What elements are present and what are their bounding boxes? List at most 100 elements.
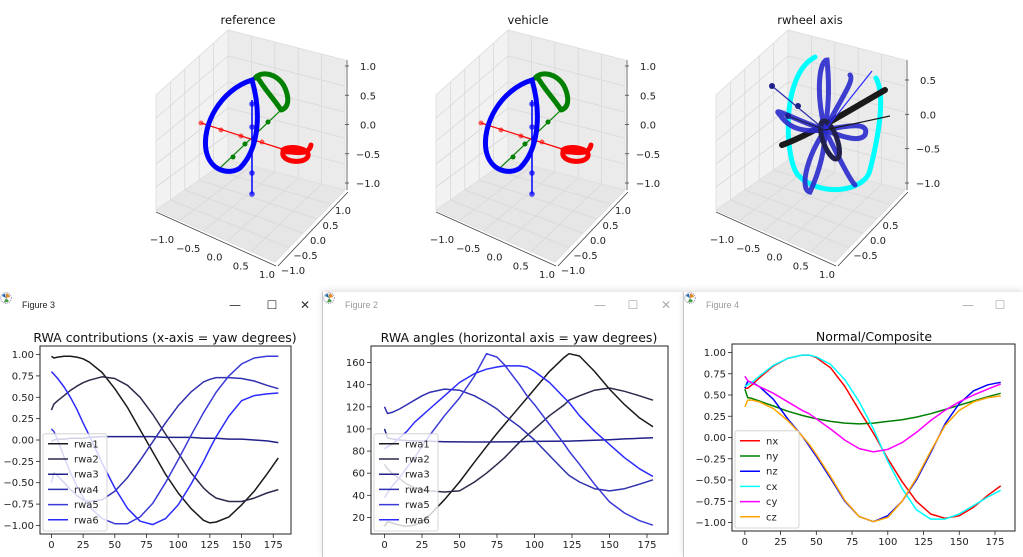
- legend-label: rwa5: [74, 500, 99, 511]
- grid-line: [715, 81, 789, 142]
- x-tick-label: 1.0: [259, 270, 275, 281]
- window-title: Figure 2: [345, 300, 379, 310]
- y-tick-label: 0.5: [883, 221, 899, 232]
- red-marker: [539, 139, 545, 145]
- rw-marker: [785, 113, 791, 119]
- blue-trajectory: [202, 76, 260, 174]
- series-line-rwa6: [384, 365, 654, 478]
- x-tick-label: 1.0: [819, 270, 835, 281]
- green-trajectory: [531, 71, 571, 113]
- grid-line: [530, 183, 602, 252]
- grid-line: [435, 133, 509, 188]
- series-line-rwa2: [50, 376, 279, 503]
- figure-4-window[interactable]: Figure 4 — ☐ Normal/Composite 0 25 50 75 100 1…: [683, 292, 1023, 557]
- minimize-button[interactable]: —: [594, 298, 606, 312]
- grid-line: [155, 55, 229, 119]
- y-tick-label: 0.50: [704, 391, 726, 402]
- minimize-button[interactable]: —: [962, 298, 974, 312]
- legend-label: rwa4: [74, 485, 99, 496]
- figure-3-window[interactable]: Figure 3 — ☐ ✕ RWA contributions (x-axis…: [0, 292, 322, 557]
- blue-marker: [249, 170, 255, 176]
- legend-label: nz: [766, 467, 778, 478]
- rw-axis-line: [787, 115, 826, 131]
- figure-2-window[interactable]: Figure 2 — ☐ ✕ RWA angles (horizontal ax…: [322, 292, 683, 557]
- z-tick-label: 0.0: [640, 121, 656, 132]
- blue-marker: [249, 101, 255, 107]
- grid-line: [507, 107, 626, 139]
- legend-label: rwa6: [74, 515, 99, 526]
- rw-axis-line: [824, 70, 873, 131]
- grid-line: [479, 179, 598, 220]
- maximize-button[interactable]: ☐: [266, 298, 278, 312]
- y-tick-label: 120: [346, 402, 365, 413]
- close-button[interactable]: ✕: [299, 298, 311, 312]
- series-line-rwa6: [50, 371, 279, 526]
- floor-pane: [154, 159, 346, 263]
- x-tick-label: 150: [600, 540, 619, 551]
- window-titlebar[interactable]: Figure 4 — ☐: [684, 292, 1023, 320]
- maximize-button[interactable]: ☐: [994, 298, 1006, 312]
- chart-title: Normal/Composite: [816, 329, 932, 344]
- x-tick-label: 1.0: [539, 270, 555, 281]
- y-tick-label: −0.75: [3, 500, 34, 511]
- z-tick-label: 1.0: [360, 62, 376, 73]
- z-tick-label: 1.0: [640, 62, 656, 73]
- y-tick-label: 0.0: [590, 236, 606, 247]
- y-tick-label: −0.5: [573, 251, 597, 262]
- y-axis-line: [277, 191, 349, 267]
- y-tick-label: 60: [352, 469, 365, 480]
- x-tick-label: 125: [914, 537, 933, 548]
- z-tick-label: −1.0: [636, 179, 660, 190]
- maximize-button[interactable]: ☐: [627, 298, 639, 312]
- window-titlebar[interactable]: Figure 3 — ☐ ✕: [0, 292, 322, 320]
- blue-marker: [249, 124, 255, 130]
- y-tick-label: 1.00: [12, 350, 34, 361]
- x-tick-label: −1.0: [150, 235, 174, 246]
- x-tick-label: 25: [774, 537, 787, 548]
- y-axis-line: [557, 191, 629, 267]
- blue-trajectory: [482, 76, 540, 174]
- grid-line: [435, 55, 509, 119]
- plot3d-title: vehicle: [508, 13, 549, 27]
- series-line-rwa4: [383, 388, 654, 492]
- legend-label: rwa4: [405, 485, 430, 496]
- x-tick-label: 175: [637, 540, 656, 551]
- window-titlebar[interactable]: Figure 2 — ☐ ✕: [323, 292, 683, 320]
- grid-line: [730, 199, 850, 248]
- blue-trajectory: [822, 127, 858, 188]
- z-tick-label: 0.5: [920, 76, 936, 87]
- minimize-button[interactable]: —: [229, 298, 241, 312]
- green-trajectory: [251, 71, 291, 113]
- grid-line: [213, 169, 332, 205]
- x-tick-label: 0.5: [793, 261, 809, 272]
- grid-line: [203, 171, 276, 232]
- y-tick-label: 1.0: [615, 206, 631, 217]
- blue-marker: [529, 170, 535, 176]
- x-tick-label: −1.0: [430, 235, 454, 246]
- series-line-cx: [744, 354, 1002, 520]
- x-tick-label: 0.0: [487, 253, 503, 264]
- window-title: Figure 4: [706, 300, 740, 310]
- axes-frame: [370, 345, 669, 535]
- grid-line: [227, 177, 299, 242]
- x-tick-label: 75: [846, 537, 859, 548]
- y-tick-label: 0.0: [310, 236, 326, 247]
- cyan-trajectory: [785, 54, 884, 193]
- x-tick-label: 150: [232, 540, 251, 551]
- grid-line: [179, 165, 252, 221]
- floor-pane: [434, 159, 626, 263]
- x-tick-label: 100: [169, 540, 188, 551]
- legend-box: [42, 433, 108, 532]
- x-tick-label: 125: [200, 540, 219, 551]
- z-tick-label: −0.5: [356, 150, 380, 161]
- z-tick-label: −1.0: [356, 179, 380, 190]
- x-axis-line: [155, 211, 277, 267]
- y-tick-label: 100: [346, 424, 365, 435]
- x-tick-label: 0.0: [207, 253, 223, 264]
- green-marker: [230, 154, 236, 160]
- x-tick-label: −0.5: [456, 244, 480, 255]
- close-button[interactable]: ✕: [660, 298, 672, 312]
- legend-label: rwa6: [405, 515, 430, 526]
- series-line-cz: [744, 395, 1001, 523]
- legend-label: rwa3: [405, 470, 430, 481]
